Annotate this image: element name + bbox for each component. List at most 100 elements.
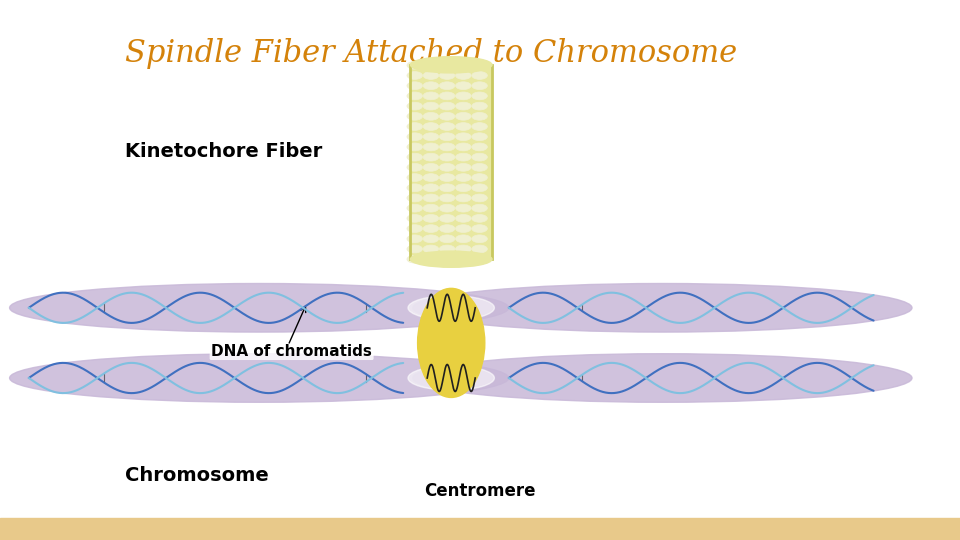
Ellipse shape (440, 184, 455, 192)
Ellipse shape (423, 82, 439, 90)
Ellipse shape (471, 194, 488, 202)
Ellipse shape (407, 214, 422, 222)
Ellipse shape (413, 284, 912, 332)
Ellipse shape (411, 251, 492, 267)
Ellipse shape (407, 112, 422, 120)
Ellipse shape (440, 164, 455, 171)
Ellipse shape (456, 143, 471, 151)
Ellipse shape (440, 194, 455, 202)
Ellipse shape (418, 288, 485, 397)
Ellipse shape (407, 92, 422, 100)
Ellipse shape (423, 214, 439, 222)
Ellipse shape (423, 62, 439, 69)
Ellipse shape (423, 92, 439, 100)
Text: Kinetochore Fiber: Kinetochore Fiber (125, 141, 322, 161)
Ellipse shape (440, 174, 455, 181)
Ellipse shape (471, 235, 488, 242)
Ellipse shape (413, 354, 912, 402)
Ellipse shape (407, 164, 422, 171)
Ellipse shape (456, 112, 471, 120)
Ellipse shape (407, 255, 422, 263)
Ellipse shape (456, 194, 471, 202)
Ellipse shape (440, 82, 455, 90)
Ellipse shape (423, 235, 439, 242)
Ellipse shape (456, 82, 471, 90)
Ellipse shape (440, 62, 455, 69)
Ellipse shape (407, 102, 422, 110)
Ellipse shape (407, 184, 422, 192)
Ellipse shape (471, 143, 488, 151)
Ellipse shape (456, 72, 471, 79)
Ellipse shape (407, 133, 422, 140)
Ellipse shape (440, 102, 455, 110)
Ellipse shape (471, 112, 488, 120)
Ellipse shape (456, 225, 471, 232)
Ellipse shape (407, 225, 422, 232)
Ellipse shape (440, 72, 455, 79)
Ellipse shape (471, 225, 488, 232)
Ellipse shape (423, 194, 439, 202)
Ellipse shape (440, 133, 455, 140)
Ellipse shape (471, 92, 488, 100)
Ellipse shape (407, 204, 422, 212)
Ellipse shape (471, 102, 488, 110)
Ellipse shape (440, 112, 455, 120)
Ellipse shape (471, 133, 488, 140)
Ellipse shape (440, 245, 455, 253)
Ellipse shape (471, 123, 488, 130)
Ellipse shape (456, 153, 471, 161)
Ellipse shape (423, 204, 439, 212)
Ellipse shape (423, 102, 439, 110)
Ellipse shape (440, 153, 455, 161)
Ellipse shape (407, 72, 422, 79)
Ellipse shape (471, 174, 488, 181)
Ellipse shape (10, 284, 509, 332)
Ellipse shape (423, 133, 439, 140)
Ellipse shape (407, 194, 422, 202)
Ellipse shape (471, 204, 488, 212)
Ellipse shape (423, 143, 439, 151)
Text: Spindle Fiber Attached to Chromosome: Spindle Fiber Attached to Chromosome (125, 38, 737, 69)
Ellipse shape (471, 72, 488, 79)
Ellipse shape (471, 82, 488, 90)
Ellipse shape (408, 295, 494, 320)
Ellipse shape (440, 204, 455, 212)
Ellipse shape (471, 214, 488, 222)
Ellipse shape (407, 82, 422, 90)
Ellipse shape (411, 57, 492, 73)
Ellipse shape (471, 164, 488, 171)
Ellipse shape (471, 245, 488, 253)
Ellipse shape (440, 214, 455, 222)
Ellipse shape (456, 164, 471, 171)
Ellipse shape (471, 153, 488, 161)
Ellipse shape (407, 235, 422, 242)
Ellipse shape (440, 92, 455, 100)
Ellipse shape (456, 102, 471, 110)
Ellipse shape (456, 62, 471, 69)
Bar (0, 518, 960, 540)
Ellipse shape (10, 354, 509, 402)
Bar (411, 65, 492, 259)
Ellipse shape (456, 235, 471, 242)
Ellipse shape (471, 184, 488, 192)
Ellipse shape (407, 245, 422, 253)
Ellipse shape (440, 143, 455, 151)
Ellipse shape (456, 184, 471, 192)
Ellipse shape (423, 123, 439, 130)
Ellipse shape (471, 62, 488, 69)
Ellipse shape (423, 174, 439, 181)
Ellipse shape (440, 255, 455, 263)
Ellipse shape (456, 214, 471, 222)
Text: DNA of chromatids: DNA of chromatids (211, 343, 372, 359)
Ellipse shape (440, 123, 455, 130)
Ellipse shape (456, 123, 471, 130)
Ellipse shape (456, 204, 471, 212)
Ellipse shape (423, 255, 439, 263)
Ellipse shape (407, 174, 422, 181)
Ellipse shape (456, 92, 471, 100)
Text: Centromere: Centromere (424, 482, 536, 501)
Ellipse shape (407, 123, 422, 130)
Ellipse shape (456, 133, 471, 140)
Ellipse shape (423, 225, 439, 232)
Ellipse shape (407, 143, 422, 151)
